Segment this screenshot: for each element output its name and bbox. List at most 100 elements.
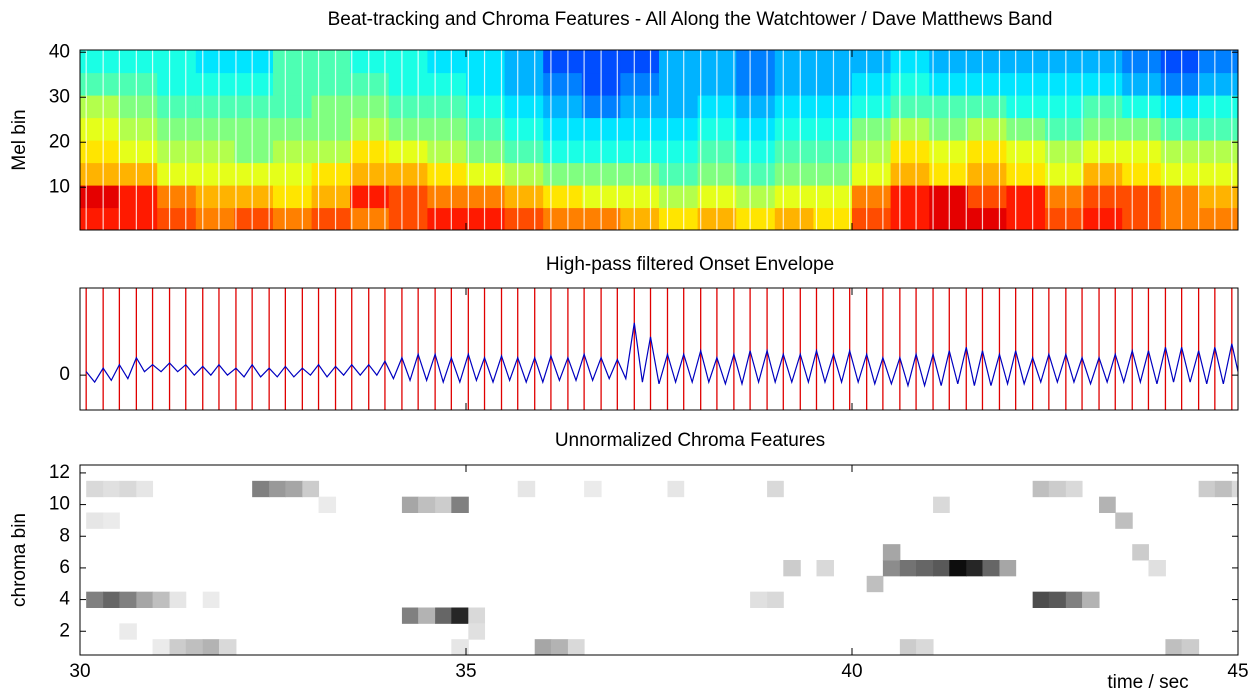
x-tick-label: 40 (841, 661, 862, 682)
heatmap-cell (852, 185, 892, 209)
heatmap-cell (967, 72, 1007, 96)
heatmap-cell (1083, 185, 1123, 209)
heatmap-cell (967, 140, 1007, 164)
heatmap-cell (620, 162, 660, 186)
heatmap-cell (967, 50, 1007, 74)
heatmap-cell (1160, 162, 1200, 186)
heatmap-cell (273, 72, 313, 96)
heatmap-cell (1199, 140, 1238, 164)
chroma-cell (152, 639, 171, 655)
heatmap-cell (195, 72, 235, 96)
chroma-cell (218, 639, 237, 655)
heatmap-cell (388, 72, 428, 96)
heatmap-cell (1045, 162, 1085, 186)
heatmap-cell (1199, 162, 1238, 186)
y-tick-label: 8 (59, 525, 70, 546)
x-tick-label: 30 (69, 661, 90, 682)
heatmap-cell (774, 117, 814, 141)
heatmap-cell (1122, 117, 1162, 141)
heatmap-cell (466, 72, 506, 96)
chroma-cell (767, 591, 784, 608)
heatmap-cell (736, 162, 776, 186)
heatmap-cell (736, 72, 776, 96)
heatmap-cell (620, 50, 660, 74)
chroma-cell (667, 480, 685, 498)
heatmap-cell (1045, 140, 1085, 164)
chroma-cell (136, 480, 154, 498)
y-tick-label: 40 (49, 41, 70, 62)
heatmap-cell (543, 72, 583, 96)
heatmap-cell (890, 95, 930, 119)
chroma-cell (1048, 591, 1067, 608)
heatmap-cell (80, 185, 120, 209)
heatmap-cell (1122, 185, 1162, 209)
heatmap-cell (736, 140, 776, 164)
heatmap-cell (234, 50, 274, 74)
heatmap-cell (659, 185, 699, 209)
heatmap-cell (1122, 50, 1162, 74)
heatmap-cell (157, 162, 197, 186)
heatmap-cell (234, 117, 274, 141)
heatmap-cell (1199, 50, 1238, 74)
chroma-cell (550, 639, 569, 655)
chroma-cell (1198, 480, 1216, 498)
y-tick-label: 2 (59, 620, 70, 641)
heatmap-cell (1083, 95, 1123, 119)
chroma-cell (468, 607, 486, 624)
chroma-cell (285, 480, 303, 498)
chroma-cell (767, 480, 784, 498)
heatmap-cell (427, 185, 467, 209)
chroma-cell (899, 560, 917, 577)
chroma-cell (169, 591, 187, 608)
heatmap-cell (543, 140, 583, 164)
heatmap-cell (234, 72, 274, 96)
chroma-cell (252, 480, 270, 498)
heatmap-cell (774, 185, 814, 209)
chroma-cell (899, 639, 917, 655)
chroma-cell (966, 560, 983, 577)
chroma-cell (783, 560, 801, 577)
heatmap-cell (1045, 117, 1085, 141)
heatmap-cell (659, 117, 699, 141)
heatmap-cell (1122, 72, 1162, 96)
heatmap-cell (890, 185, 930, 209)
heatmap-cell (504, 162, 544, 186)
heatmap-cell (195, 95, 235, 119)
chroma-cell (136, 591, 154, 608)
heatmap-cell (1006, 117, 1046, 141)
heatmap-cell (311, 140, 351, 164)
heatmap-cell (388, 50, 428, 74)
chroma-cell (169, 639, 187, 655)
chroma-cell (451, 639, 469, 655)
chroma-cell (916, 639, 934, 655)
heatmap-cell (350, 117, 390, 141)
plot-frame (79, 287, 1239, 411)
heatmap-cell (659, 162, 699, 186)
heatmap-cell (273, 207, 313, 230)
chroma-cell (567, 639, 585, 655)
chroma-cell (1115, 512, 1133, 529)
heatmap-cell (967, 117, 1007, 141)
plot-area (86, 480, 1238, 655)
heatmap-cell (890, 207, 930, 230)
heatmap-cell (118, 95, 158, 119)
plot-frame (79, 464, 1239, 656)
heatmap-cell (736, 117, 776, 141)
chroma-cell (418, 496, 436, 513)
heatmap-cell (1199, 95, 1238, 119)
heatmap-cell (157, 95, 197, 119)
heatmap-cell (620, 140, 660, 164)
chroma-cell (401, 496, 419, 513)
heatmap-cell (427, 117, 467, 141)
heatmap-cell (80, 117, 120, 141)
heatmap-cell (1160, 185, 1200, 209)
heatmap-cell (350, 207, 390, 230)
heatmap-cell (350, 50, 390, 74)
heatmap-cell (1199, 117, 1238, 141)
heatmap-cell (466, 207, 506, 230)
chroma-cell (1181, 639, 1200, 655)
chroma-cell (1032, 591, 1050, 608)
heatmap-cell (890, 140, 930, 164)
heatmap-cell (273, 117, 313, 141)
heatmap-cell (388, 117, 428, 141)
